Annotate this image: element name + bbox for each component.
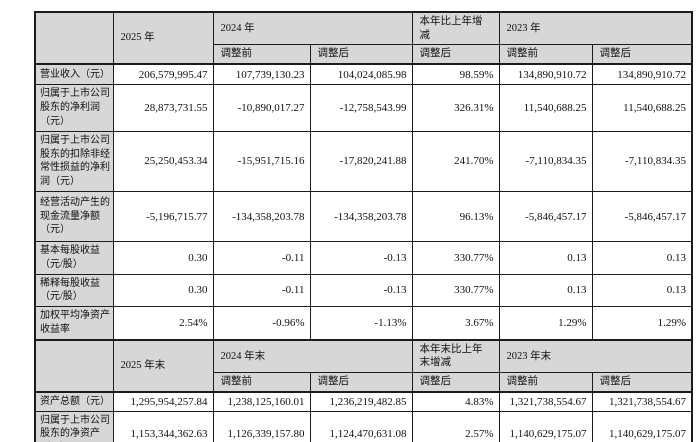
header-row-adjust-s2: 调整前 调整后 调整后 调整前 调整后 — [35, 372, 693, 393]
cell-2023-after: -7,110,834.35 — [591, 130, 693, 193]
header-yearend-2024-group: 2024 年末 — [212, 338, 413, 374]
cell-2023-after: 1.29% — [591, 306, 693, 341]
subheader-2024-after: 调整后 — [309, 372, 413, 393]
cell-2024-before: -0.11 — [212, 241, 311, 275]
cell-2025-value: 28,873,731.55 — [112, 84, 214, 132]
subheader-change-after: 调整后 — [411, 44, 500, 65]
row-net-profit-excl-nonrecurring: 归属于上市公司股东的扣除非经常性损益的净利润（元） 25,250,453.34 … — [34, 130, 693, 193]
cell-2023-after: -5,846,457.17 — [591, 191, 693, 242]
cell-2025-value: 1,153,344,362.63 — [112, 410, 214, 442]
header-row-years-s2: 2025 年末 2024 年末 本年末比上年末增减 2023 年末 — [34, 338, 693, 393]
cell-2023-before: 1,321,738,554.67 — [498, 390, 593, 412]
cell-2023-after: 1,140,629,175.07 — [591, 410, 693, 442]
subheader-2023-after: 调整后 — [591, 44, 693, 65]
row-label: 归属于上市公司股东的净资产（元） — [34, 410, 114, 442]
cell-change: 2.57% — [411, 410, 500, 442]
cell-change: 4.83% — [411, 390, 500, 412]
cell-2025-value: 0.30 — [112, 273, 214, 308]
cell-2024-after: 104,024,085.98 — [309, 62, 413, 86]
header-yearend-2025: 2025 年末 — [112, 338, 214, 393]
cell-2024-before: -0.11 — [212, 273, 311, 308]
cell-2023-before: 0.13 — [498, 273, 593, 308]
row-operating-cash-flow: 经营活动产生的现金流量净额（元） -5,196,715.77 -134,358,… — [34, 191, 693, 242]
cell-2023-before: 1,140,629,175.07 — [498, 410, 593, 442]
cell-2023-before: 0.13 — [498, 241, 593, 275]
row-diluted-eps: 稀释每股收益（元/股） 0.30 -0.11 -0.13 330.77% 0.1… — [34, 273, 693, 308]
subheader-change-after: 调整后 — [411, 372, 500, 393]
cell-2024-before: -10,890,017.27 — [212, 84, 311, 132]
row-weighted-avg-roe: 加权平均净资产收益率 2.54% -0.96% -1.13% 3.67% 1.2… — [34, 306, 693, 341]
cell-change: 96.13% — [411, 191, 500, 242]
cell-2024-after: -0.13 — [309, 241, 413, 275]
cell-change: 241.70% — [411, 130, 500, 193]
cell-2024-before: 1,126,339,157.80 — [212, 410, 311, 442]
cell-2025-value: 0.30 — [112, 241, 214, 275]
cell-2025-value: -5,196,715.77 — [112, 191, 214, 242]
cell-2024-before: -15,951,715.16 — [212, 130, 311, 193]
cell-2024-before: 1,238,125,160.01 — [212, 390, 311, 412]
cell-2025-value: 25,250,453.34 — [112, 130, 214, 193]
cell-2023-after: 1,321,738,554.67 — [591, 390, 693, 412]
row-label: 基本每股收益（元/股） — [34, 241, 114, 275]
cell-2024-after: -12,758,543.99 — [309, 84, 413, 132]
row-label: 归属于上市公司股东的扣除非经常性损益的净利润（元） — [34, 130, 114, 193]
header-year-2025: 2025 年 — [112, 11, 214, 65]
subheader-2024-before: 调整前 — [212, 44, 311, 65]
cell-2025-value: 206,579,995.47 — [112, 62, 214, 86]
row-basic-eps: 基本每股收益（元/股） 0.30 -0.11 -0.13 330.77% 0.1… — [34, 241, 693, 275]
subheader-2023-before: 调整前 — [498, 372, 593, 393]
cell-2024-after: -1.13% — [309, 306, 413, 341]
cell-2023-before: 1.29% — [498, 306, 593, 341]
cell-2024-after: -17,820,241.88 — [309, 130, 413, 193]
header-year-2023-group: 2023 年 — [498, 11, 693, 46]
row-label: 营业收入（元） — [34, 62, 114, 86]
row-net-assets: 归属于上市公司股东的净资产（元） 1,153,344,362.63 1,126,… — [34, 410, 693, 442]
cell-change: 330.77% — [411, 241, 500, 275]
corner-cell-s1 — [34, 11, 114, 65]
cell-2024-before: -0.96% — [212, 306, 311, 341]
cell-2023-before: -5,846,457.17 — [498, 191, 593, 242]
cell-2024-after: -134,358,203.78 — [309, 191, 413, 242]
row-label: 归属于上市公司股东的净利润（元） — [34, 84, 114, 132]
header-yearend-change: 本年末比上年末增减 — [411, 338, 500, 374]
cell-2025-value: 1,295,954,257.84 — [112, 390, 214, 412]
cell-change: 330.77% — [411, 273, 500, 308]
corner-cell-s2 — [34, 338, 114, 393]
header-yoy-change: 本年比上年增减 — [411, 11, 500, 46]
financial-summary-table: 2025 年 2024 年 本年比上年增减 2023 年 调整前 调整后 调整后… — [34, 11, 693, 442]
cell-2023-before: -7,110,834.35 — [498, 130, 593, 193]
subheader-2023-after: 调整后 — [591, 372, 693, 393]
header-year-2024-group: 2024 年 — [212, 11, 413, 46]
row-operating-revenue: 营业收入（元） 206,579,995.47 107,739,130.23 10… — [34, 62, 693, 86]
row-label: 资产总额（元） — [34, 390, 114, 412]
cell-2024-after: 1,124,470,631.08 — [309, 410, 413, 442]
cell-2024-before: -134,358,203.78 — [212, 191, 311, 242]
cell-2023-before: 11,540,688.25 — [498, 84, 593, 132]
subheader-2024-after: 调整后 — [309, 44, 413, 65]
row-total-assets: 资产总额（元） 1,295,954,257.84 1,238,125,160.0… — [34, 390, 693, 412]
row-label: 经营活动产生的现金流量净额（元） — [34, 191, 114, 242]
subheader-2024-before: 调整前 — [212, 372, 311, 393]
cell-2023-after: 0.13 — [591, 241, 693, 275]
row-net-profit: 归属于上市公司股东的净利润（元） 28,873,731.55 -10,890,0… — [34, 84, 693, 132]
cell-change: 3.67% — [411, 306, 500, 341]
subheader-2023-before: 调整前 — [498, 44, 593, 65]
cell-2023-before: 134,890,910.72 — [498, 62, 593, 86]
cell-2025-value: 2.54% — [112, 306, 214, 341]
cell-2023-after: 11,540,688.25 — [591, 84, 693, 132]
cell-change: 326.31% — [411, 84, 500, 132]
cell-2023-after: 0.13 — [591, 273, 693, 308]
row-label: 加权平均净资产收益率 — [34, 306, 114, 341]
row-label: 稀释每股收益（元/股） — [34, 273, 114, 308]
header-row-years-s1: 2025 年 2024 年 本年比上年增减 2023 年 — [34, 11, 693, 65]
cell-2024-after: 1,236,219,482.85 — [309, 390, 413, 412]
cell-2024-before: 107,739,130.23 — [212, 62, 311, 86]
cell-2023-after: 134,890,910.72 — [591, 62, 693, 86]
header-yearend-2023-group: 2023 年末 — [498, 338, 693, 374]
cell-2024-after: -0.13 — [309, 273, 413, 308]
cell-change: 98.59% — [411, 62, 500, 86]
